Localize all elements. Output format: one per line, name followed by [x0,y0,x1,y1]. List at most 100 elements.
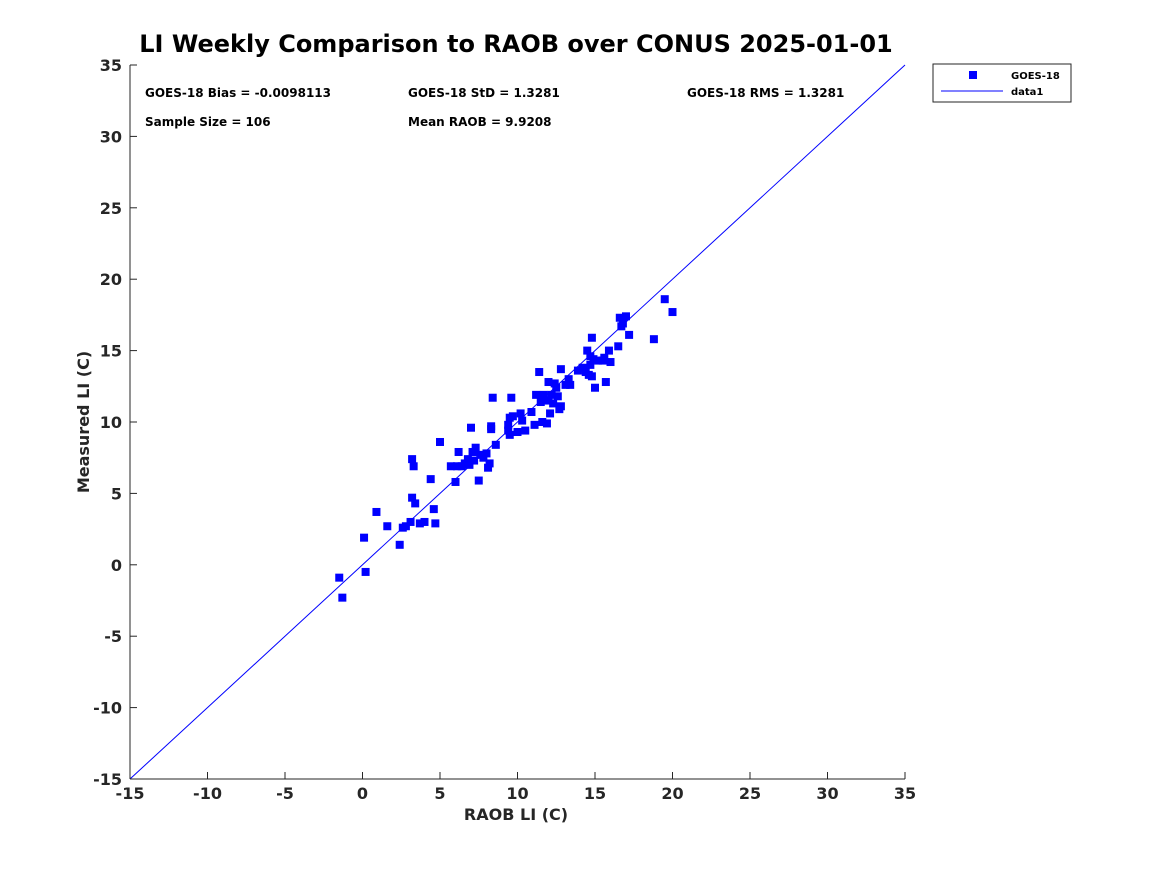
scatter-point [527,408,536,417]
y-tick-label: -10 [93,699,122,718]
scatter-point [409,462,418,471]
scatter-point [586,360,595,369]
scatter-point [601,378,610,387]
scatter-point [505,430,514,439]
scatter-point [482,449,491,458]
x-tick-label: 35 [894,784,916,803]
scatter-point [431,519,440,528]
scatter-point [415,519,424,528]
rms-annotation: GOES-18 RMS = 1.3281 [687,86,844,100]
y-tick-label: 20 [100,270,122,289]
scatter-point [583,346,592,355]
scatter-point [420,517,429,526]
scatter-point [335,573,344,582]
scatter-point [564,375,573,384]
x-axis-ticks: -15 -10 -5 0 5 10 15 20 25 30 35 [116,772,916,803]
scatter-point [660,295,669,304]
scatter-point [408,455,417,464]
y-tick-label: 30 [100,127,122,146]
scatter-point [530,420,539,429]
scatter-point [622,312,630,321]
scatter-point [451,477,460,486]
scatter-point [453,462,462,471]
x-tick-label: -10 [193,784,222,803]
scatter-point [536,398,545,407]
scatter-point [485,459,494,468]
scatter-point [465,460,474,469]
std-annotation: GOES-18 StD = 1.3281 [408,86,560,100]
mean-raob-annotation: Mean RAOB = 9.9208 [408,115,552,129]
scatter-point [471,443,480,452]
scatter-point [474,476,483,485]
bias-annotation: GOES-18 Bias = -0.0098113 [145,86,331,100]
x-tick-label: 10 [506,784,528,803]
scatter-point [573,366,582,375]
scatter-point [600,353,609,362]
scatter-point [426,475,435,484]
scatter-point [625,330,634,339]
y-tick-label: -15 [93,770,122,789]
scatter-point [436,437,444,446]
scatter-point [360,533,369,542]
scatter-point [467,423,475,432]
scatter-point [578,363,587,372]
series-line-data1 [129,64,906,780]
y-tick-label: 25 [100,199,122,218]
scatter-point [615,313,624,322]
scatter-point [516,409,525,418]
x-tick-label: -15 [116,784,145,803]
scatter-point [406,517,415,526]
scatter-point [556,402,565,411]
y-tick-label: 15 [100,342,122,361]
x-tick-label: 0 [357,784,368,803]
legend-label-data1: data1 [1011,87,1043,98]
scatter-point [589,355,598,364]
y-tick-label: 10 [100,413,122,432]
scatter-point [361,567,370,576]
scatter-point [539,390,548,399]
scatter-point [446,462,455,471]
legend: GOES-18 data1 [932,63,1072,103]
x-tick-label: 15 [584,784,606,803]
scatter-point [338,593,347,602]
legend-marker-square-icon [969,71,977,79]
scatter-point [614,342,623,351]
x-axis-label: RAOB LI (C) [464,805,568,824]
scatter-point [594,356,603,365]
scatter-point [606,358,615,367]
x-tick-label: -5 [276,784,294,803]
scatter-point [538,418,547,426]
scatter-point [591,383,599,392]
scatter-point [372,507,381,516]
scatter-point [491,440,500,449]
scatter-point [561,380,570,389]
scatter-point [454,447,463,456]
y-axis-ticks: -15 -10 -5 0 5 10 15 20 25 30 35 [93,56,137,789]
scatter-point [395,540,404,549]
scatter-point [549,399,558,408]
scatter-point [504,420,513,429]
scatter-point [468,447,477,456]
x-tick-label: 5 [434,784,445,803]
scatter-point [556,365,565,374]
scatter-point [544,396,553,405]
scatter-point [401,522,410,531]
scatter-point [547,390,556,399]
scatter-point [507,393,516,402]
scatter-point [411,499,420,508]
x-tick-label: 20 [661,784,683,803]
scatter-point [542,419,551,428]
scatter-point [383,522,392,531]
data-layer [129,64,906,780]
scatter-point [552,383,561,392]
y-tick-label: 35 [100,56,122,75]
scatter-point [550,379,559,388]
scatter-point [604,346,613,355]
scatter-point [566,380,575,389]
scatter-point [429,505,438,514]
legend-label-goes18: GOES-18 [1011,71,1060,82]
legend-box [932,63,1072,103]
scatter-point [535,368,544,377]
scatter-point [408,493,417,502]
scatter-point [649,335,658,344]
